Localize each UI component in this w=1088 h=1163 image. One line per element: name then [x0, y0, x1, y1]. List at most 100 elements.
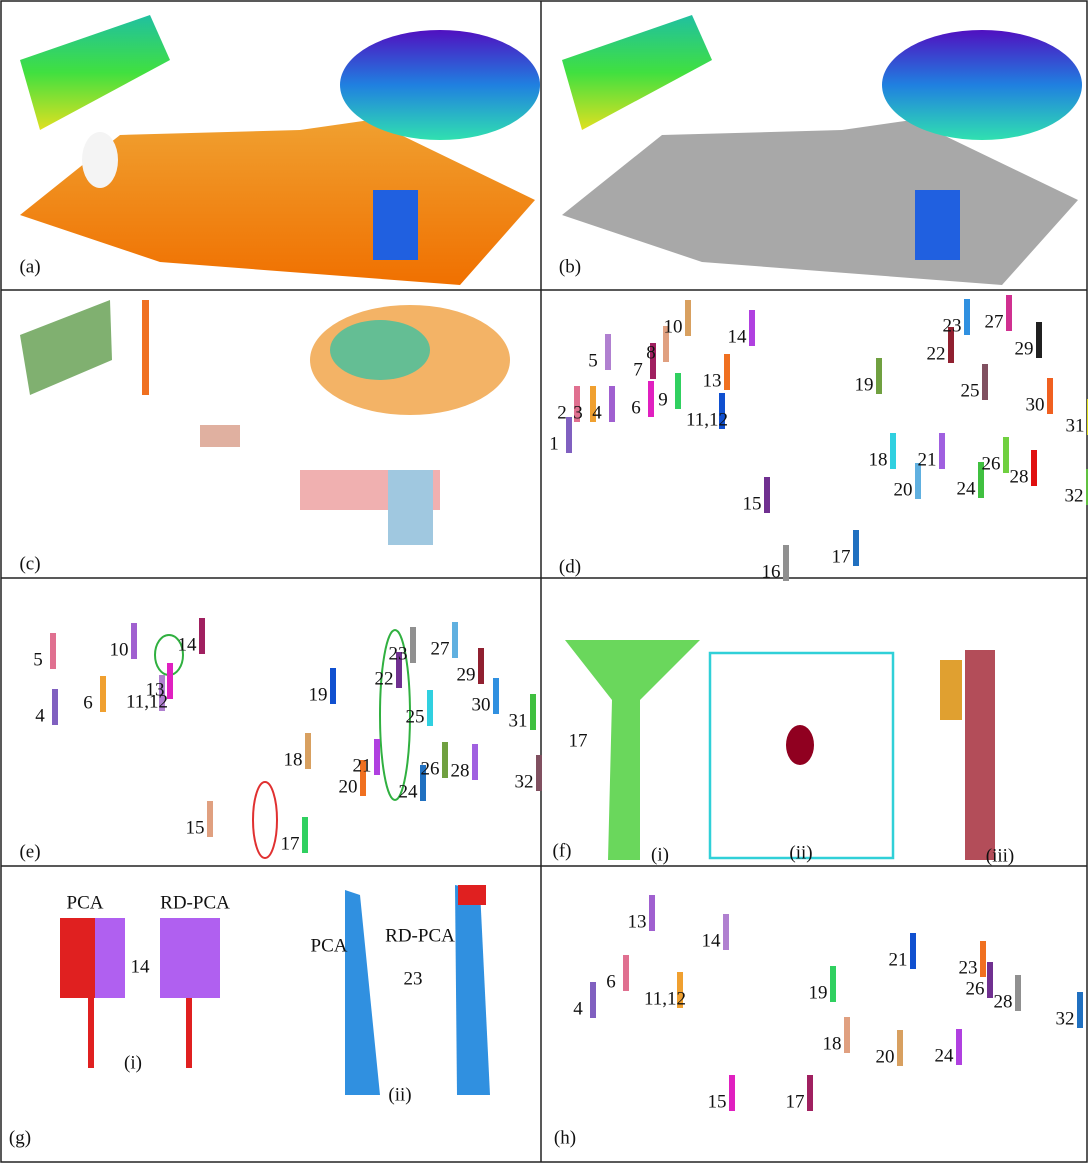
object-segment	[566, 417, 572, 453]
object-label: 14	[702, 930, 722, 951]
object-label: 10	[110, 639, 129, 660]
object-label: 22	[927, 343, 946, 364]
object-segment	[1031, 450, 1037, 486]
object-label: 32	[515, 771, 534, 792]
object-segment	[675, 373, 681, 409]
panel-a-art	[20, 15, 540, 285]
object-segment	[472, 744, 478, 780]
object-label: 26	[421, 758, 440, 779]
object-label: 15	[186, 817, 205, 838]
annotation: RD-PCA	[385, 925, 455, 946]
object-segment	[964, 299, 970, 335]
object-label: 21	[918, 449, 937, 470]
object-segment	[374, 739, 380, 775]
object-segment	[648, 381, 654, 417]
object-label: 20	[339, 776, 358, 797]
object-label: 18	[823, 1033, 842, 1054]
object-segment	[939, 433, 945, 469]
panel-label: (g)	[9, 1127, 31, 1148]
sub-label: (i)	[651, 844, 669, 865]
object-segment	[50, 633, 56, 669]
object-label: 6	[631, 397, 641, 418]
object-segment	[749, 310, 755, 346]
object-label: 4	[35, 705, 45, 726]
panel-label: (d)	[559, 556, 581, 577]
object-segment	[52, 689, 58, 725]
object-label: 13	[703, 370, 722, 391]
object-segment	[890, 433, 896, 469]
object-label: 13	[146, 679, 165, 700]
object-segment	[844, 1017, 850, 1053]
object-label: 8	[646, 342, 656, 363]
object-label: 7	[633, 359, 643, 380]
object-label: 32	[1056, 1008, 1075, 1029]
object-label: 11,12	[644, 988, 686, 1009]
object-label: 19	[809, 982, 828, 1003]
object-label: 24	[957, 478, 977, 499]
object-segment	[330, 668, 336, 704]
object-label: 5	[588, 350, 598, 371]
object-segment	[131, 623, 137, 659]
object-label: 24	[399, 781, 419, 802]
object-segment	[427, 690, 433, 726]
object-label: 21	[353, 755, 372, 776]
object-label: 17	[569, 730, 588, 751]
object-segment	[302, 817, 308, 853]
object-segment	[956, 1029, 962, 1065]
object-label: 6	[83, 692, 93, 713]
object-label: 18	[869, 449, 888, 470]
object-segment	[764, 477, 770, 513]
object-label: 25	[961, 380, 980, 401]
object-label: 26	[982, 453, 1001, 474]
object-label: 19	[309, 684, 328, 705]
object-label: 5	[33, 649, 43, 670]
annotation: PCA	[311, 935, 348, 956]
annotation: PCA	[67, 892, 104, 913]
object-label: 27	[985, 311, 1004, 332]
object-segment	[609, 386, 615, 422]
object-label: 19	[855, 374, 874, 395]
object-label: 13	[628, 911, 647, 932]
object-segment	[987, 962, 993, 998]
object-segment	[305, 733, 311, 769]
object-segment	[167, 663, 173, 699]
panel-label: (c)	[19, 553, 40, 574]
object-label: 21	[889, 949, 908, 970]
object-label: 22	[375, 668, 394, 689]
object-label: 26	[966, 978, 985, 999]
object-label: 31	[509, 710, 528, 731]
object-label: 4	[592, 402, 602, 423]
object-segment	[897, 1030, 903, 1066]
object-segment	[590, 982, 596, 1018]
object-segment	[410, 627, 416, 663]
object-label: 23	[943, 315, 962, 336]
object-segment	[536, 755, 542, 791]
annotation: 23	[404, 968, 423, 989]
object-segment	[442, 742, 448, 778]
object-label: 23	[389, 643, 408, 664]
sub-label: (iii)	[986, 845, 1015, 866]
object-label: 14	[728, 326, 748, 347]
object-segment	[723, 914, 729, 950]
object-segment	[1036, 322, 1042, 358]
object-label: 28	[1010, 466, 1029, 487]
object-segment	[493, 678, 499, 714]
sub-label: (ii)	[388, 1084, 411, 1105]
object-segment	[478, 648, 484, 684]
object-segment	[452, 622, 458, 658]
panel-label: (h)	[554, 1127, 576, 1148]
object-segment	[649, 895, 655, 931]
object-segment	[605, 334, 611, 370]
object-label: 18	[284, 749, 303, 770]
object-label: 17	[786, 1091, 805, 1112]
annotation: 14	[131, 956, 151, 977]
object-label: 30	[472, 694, 491, 715]
object-label: 9	[658, 389, 668, 410]
object-segment	[1003, 437, 1009, 473]
object-segment	[853, 530, 859, 566]
object-label: 17	[832, 546, 851, 567]
object-label: 20	[876, 1046, 895, 1067]
object-label: 10	[664, 316, 683, 337]
object-segment	[199, 618, 205, 654]
object-label: 23	[959, 957, 978, 978]
